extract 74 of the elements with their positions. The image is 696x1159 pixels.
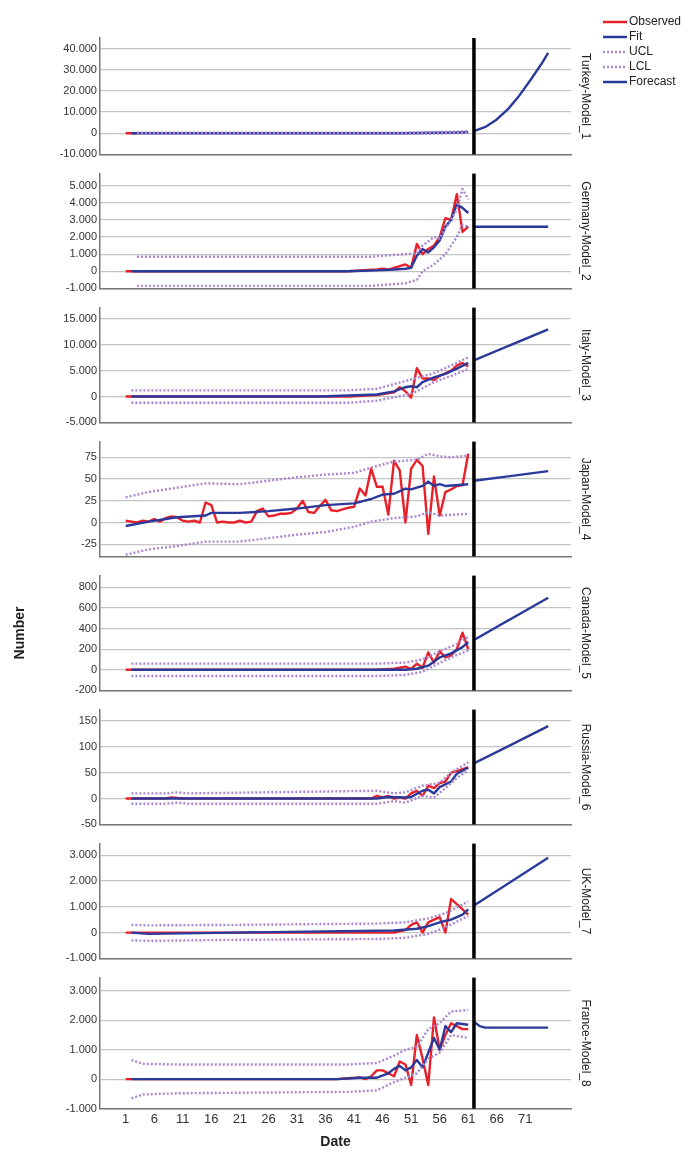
y2-axis-title: France-Model_8 xyxy=(579,999,594,1088)
y2-axis-title: Germany-Model_2 xyxy=(579,181,594,282)
y-tick-label: 0 xyxy=(90,662,97,675)
y-tick-label: 15.000 xyxy=(63,312,97,325)
y-tick-label: 10.000 xyxy=(63,337,97,350)
x-tick-label: 26 xyxy=(261,1110,276,1126)
y-tick-label: 800 xyxy=(78,580,97,593)
y-tick-label: 4.000 xyxy=(69,195,97,208)
y-tick-label: -5.000 xyxy=(65,415,97,428)
x-tick-label: 51 xyxy=(403,1110,419,1126)
y-tick-label: -50 xyxy=(81,817,97,830)
x-axis-title: Date xyxy=(320,1133,351,1150)
y-tick-label: 2.000 xyxy=(69,1013,97,1026)
y-tick-label: 3.000 xyxy=(69,848,97,861)
x-tick-label: 21 xyxy=(232,1110,248,1126)
legend-label: Fit xyxy=(629,29,643,44)
y2-axis-title: Canada-Model_5 xyxy=(579,586,594,680)
y2-axis-title: UK-Model_7 xyxy=(579,867,594,935)
legend-label: LCL xyxy=(629,59,652,74)
x-tick-label: 46 xyxy=(375,1110,390,1126)
y2-axis-title: Japan-Model_4 xyxy=(579,457,594,541)
y-tick-label: 1.000 xyxy=(69,1042,97,1055)
y-tick-label: 1.000 xyxy=(69,899,97,912)
y-tick-label: 50 xyxy=(84,472,97,485)
y-tick-label: -10.000 xyxy=(59,147,97,160)
legend-label: Forecast xyxy=(629,74,677,89)
y-tick-label: 0 xyxy=(90,126,97,139)
y-tick-label: 30.000 xyxy=(63,62,97,75)
x-tick-label: 56 xyxy=(432,1110,447,1126)
y-tick-label: 2.000 xyxy=(69,230,97,243)
y-tick-label: 0 xyxy=(90,264,97,277)
x-tick-label: 1 xyxy=(122,1110,130,1126)
x-tick-label: 16 xyxy=(204,1110,219,1126)
y-tick-label: 50 xyxy=(84,765,97,778)
y-tick-label: -1.000 xyxy=(65,281,97,294)
y-tick-label: 0 xyxy=(90,925,97,938)
y-tick-label: 5.000 xyxy=(69,178,97,191)
y-tick-label: 10.000 xyxy=(63,105,97,118)
x-tick-label: 71 xyxy=(518,1110,533,1126)
y2-axis-title: Turkey-Model_1 xyxy=(579,53,594,140)
y-tick-label: 0 xyxy=(90,1072,97,1085)
y-tick-label: 200 xyxy=(78,642,97,655)
y-tick-label: -200 xyxy=(74,683,97,696)
y2-axis-title: Russia-Model_6 xyxy=(579,723,594,811)
legend-label: Observed xyxy=(629,14,682,29)
y2-axis-title: Italy-Model_3 xyxy=(579,328,594,402)
x-tick-label: 36 xyxy=(318,1110,333,1126)
y-tick-label: -1.000 xyxy=(65,951,97,964)
y-tick-label: 75 xyxy=(84,450,97,463)
y-tick-label: 25 xyxy=(84,493,97,506)
legend-label: UCL xyxy=(629,44,654,59)
y-tick-label: 5.000 xyxy=(69,363,97,376)
y-tick-label: -1.000 xyxy=(65,1101,97,1114)
y-tick-label: 100 xyxy=(78,739,97,752)
y-tick-label: 0 xyxy=(90,515,97,528)
x-tick-label: 41 xyxy=(346,1110,362,1126)
x-tick-label: 6 xyxy=(150,1110,158,1126)
x-tick-label: 61 xyxy=(461,1110,476,1126)
y-tick-label: 600 xyxy=(78,601,97,614)
y-tick-label: 3.000 xyxy=(69,983,97,996)
y-tick-label: 0 xyxy=(90,791,97,804)
y-tick-label: -25 xyxy=(81,537,97,550)
y-tick-label: 20.000 xyxy=(63,83,97,96)
y-axis-title: Number xyxy=(11,606,28,660)
y-tick-label: 3.000 xyxy=(69,212,97,225)
y-tick-label: 40.000 xyxy=(63,41,97,54)
y-tick-label: 2.000 xyxy=(69,874,97,887)
x-tick-label: 11 xyxy=(176,1110,190,1126)
y-tick-label: 400 xyxy=(78,621,97,634)
x-tick-label: 66 xyxy=(489,1110,505,1126)
y-tick-label: 0 xyxy=(90,389,97,402)
y-tick-label: 150 xyxy=(78,714,97,727)
y-tick-label: 1.000 xyxy=(69,247,97,260)
x-tick-label: 31 xyxy=(289,1110,305,1126)
